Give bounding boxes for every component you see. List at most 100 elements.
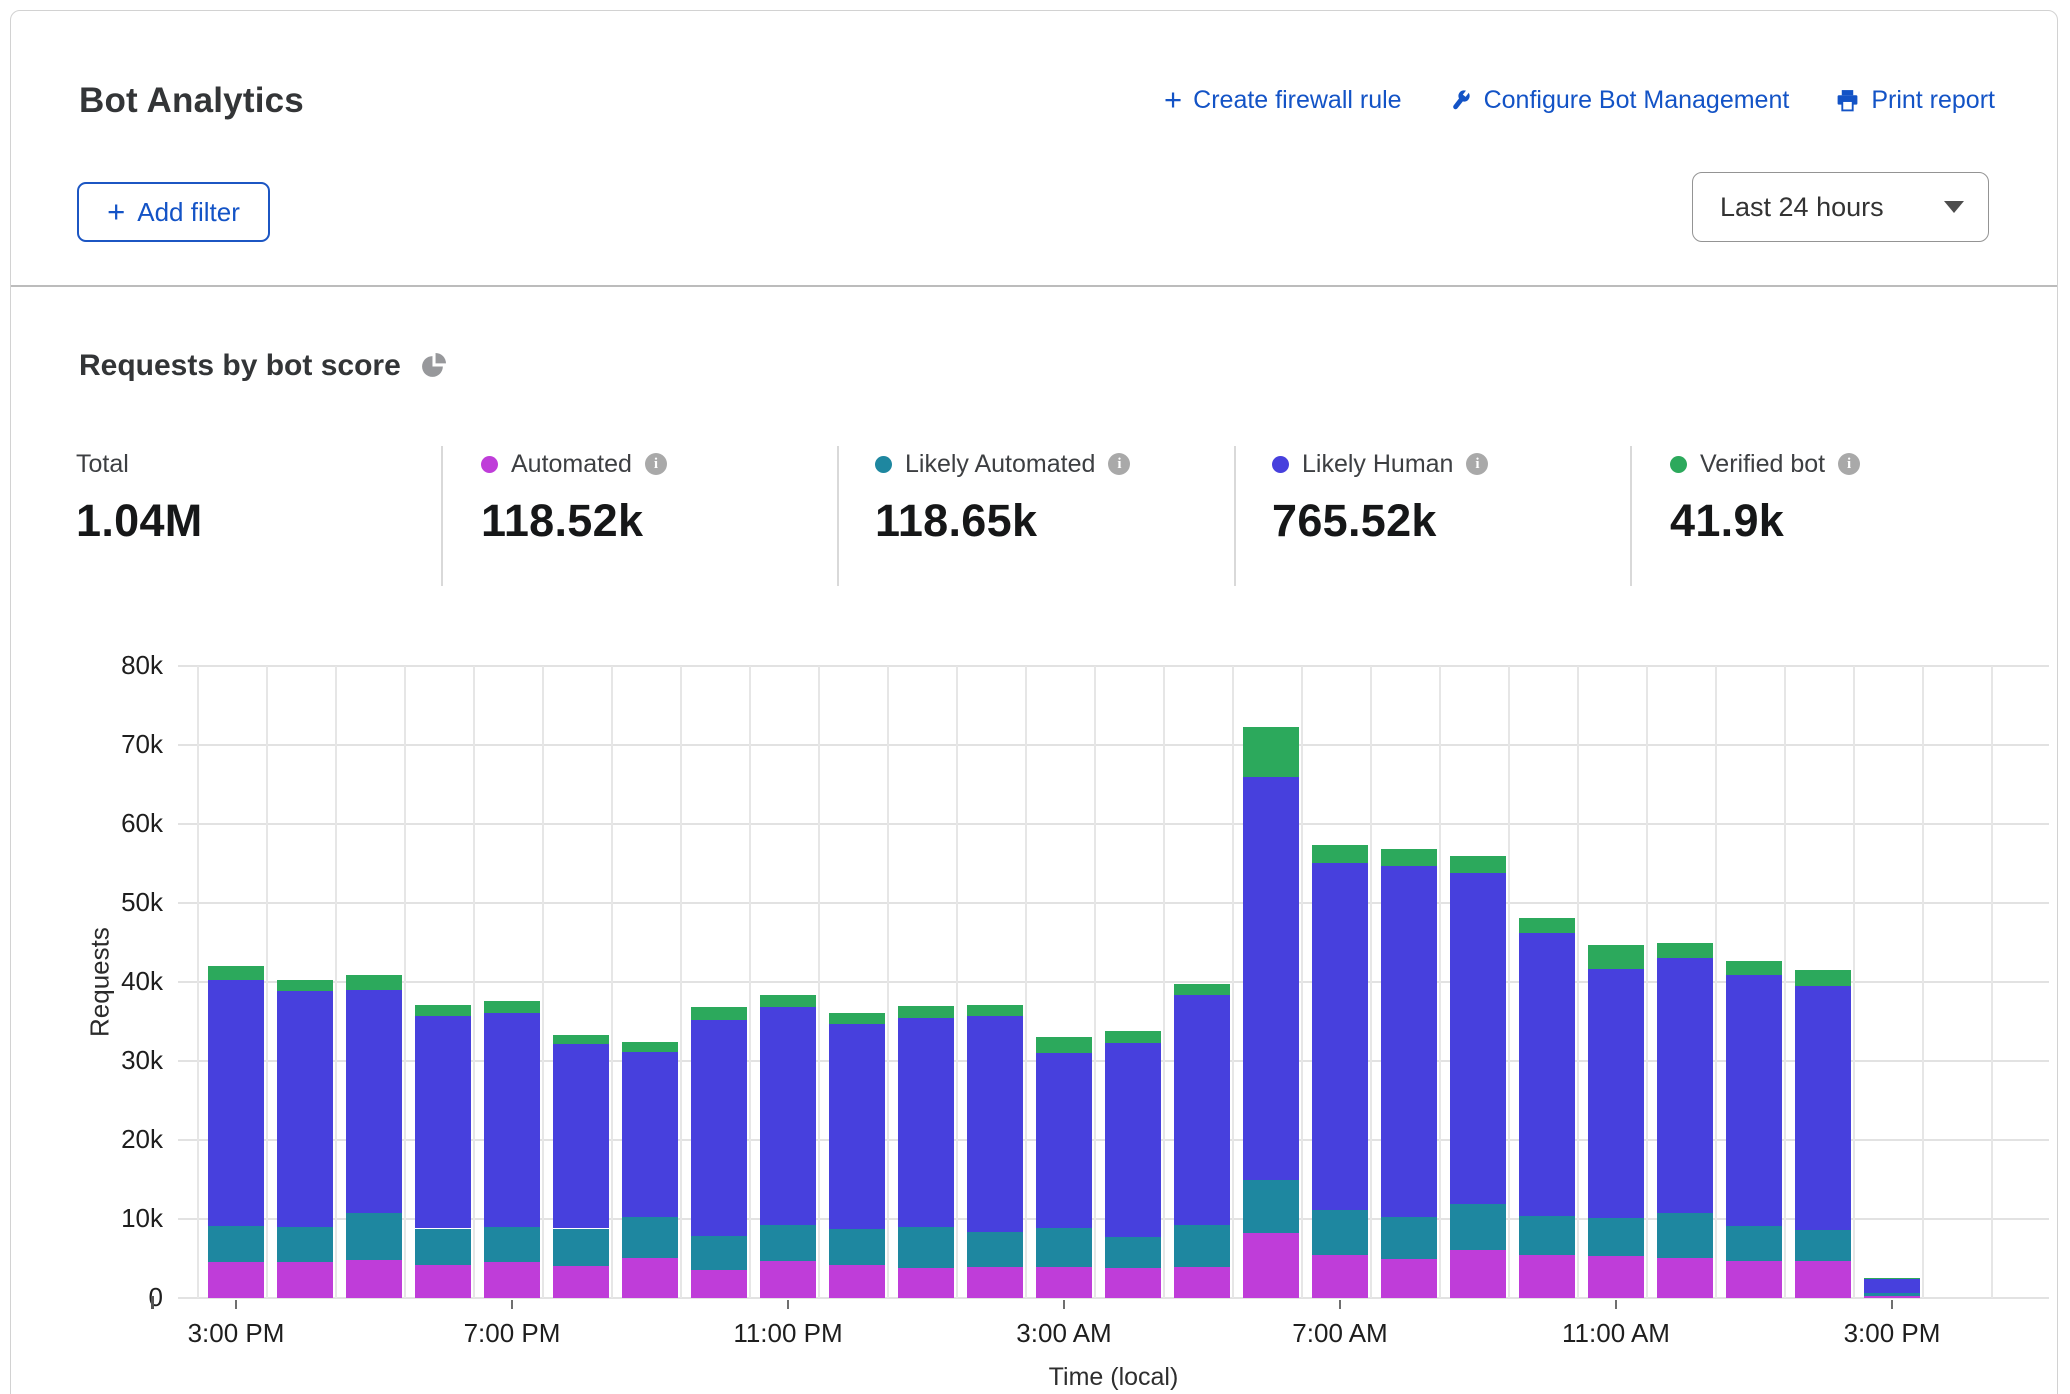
bar-segment-likely-human[interactable] bbox=[1588, 969, 1644, 1219]
configure-bot-management-link[interactable]: Configure Bot Management bbox=[1448, 86, 1790, 115]
bar-100am[interactable] bbox=[898, 1006, 954, 1298]
bar-segment-likely-human[interactable] bbox=[1795, 986, 1851, 1230]
bar-segment-automated[interactable] bbox=[760, 1261, 816, 1298]
bar-900pm[interactable] bbox=[622, 1042, 678, 1298]
bar-segment-likely-human[interactable] bbox=[967, 1016, 1023, 1232]
bar-300pm[interactable] bbox=[208, 966, 264, 1298]
info-icon[interactable]: i bbox=[1108, 453, 1130, 475]
bar-segment-automated[interactable] bbox=[1174, 1267, 1230, 1298]
bar-segment-likely-human[interactable] bbox=[760, 1007, 816, 1226]
bar-segment-likely-automated[interactable] bbox=[415, 1229, 471, 1265]
bar-segment-likely-human[interactable] bbox=[898, 1018, 954, 1227]
bar-segment-verified-bot[interactable] bbox=[1657, 943, 1713, 958]
bar-segment-automated[interactable] bbox=[1864, 1296, 1920, 1298]
bar-segment-automated[interactable] bbox=[1657, 1258, 1713, 1298]
bar-segment-likely-automated[interactable] bbox=[208, 1226, 264, 1262]
bar-segment-likely-automated[interactable] bbox=[1381, 1217, 1437, 1259]
bar-200pm[interactable] bbox=[1795, 970, 1851, 1298]
bar-segment-automated[interactable] bbox=[691, 1270, 747, 1298]
bar-segment-likely-automated[interactable] bbox=[1105, 1237, 1161, 1268]
bar-900am[interactable] bbox=[1450, 856, 1506, 1298]
bar-segment-verified-bot[interactable] bbox=[208, 966, 264, 979]
bar-segment-likely-automated[interactable] bbox=[346, 1213, 402, 1260]
bar-segment-verified-bot[interactable] bbox=[415, 1005, 471, 1016]
bar-segment-likely-automated[interactable] bbox=[1588, 1218, 1644, 1256]
bar-segment-verified-bot[interactable] bbox=[622, 1042, 678, 1052]
bar-segment-automated[interactable] bbox=[346, 1260, 402, 1298]
bar-segment-automated[interactable] bbox=[1726, 1261, 1782, 1298]
bar-segment-automated[interactable] bbox=[967, 1267, 1023, 1298]
create-firewall-rule-link[interactable]: + Create firewall rule bbox=[1164, 85, 1402, 116]
bar-segment-likely-automated[interactable] bbox=[1726, 1226, 1782, 1261]
bar-segment-likely-human[interactable] bbox=[1450, 873, 1506, 1204]
bar-400pm[interactable] bbox=[277, 980, 333, 1298]
bar-800pm[interactable] bbox=[553, 1035, 609, 1298]
bar-segment-automated[interactable] bbox=[553, 1266, 609, 1298]
bar-segment-likely-automated[interactable] bbox=[1450, 1204, 1506, 1250]
bar-segment-automated[interactable] bbox=[898, 1268, 954, 1298]
bar-segment-likely-human[interactable] bbox=[1174, 995, 1230, 1225]
bar-segment-verified-bot[interactable] bbox=[1588, 945, 1644, 969]
bar-segment-likely-human[interactable] bbox=[622, 1052, 678, 1216]
bar-segment-likely-human[interactable] bbox=[691, 1020, 747, 1236]
bar-segment-automated[interactable] bbox=[1588, 1256, 1644, 1298]
bar-segment-automated[interactable] bbox=[1450, 1250, 1506, 1298]
bar-segment-likely-human[interactable] bbox=[208, 980, 264, 1226]
bar-600am[interactable] bbox=[1243, 727, 1299, 1298]
bar-segment-likely-automated[interactable] bbox=[1312, 1210, 1368, 1255]
print-report-link[interactable]: Print report bbox=[1835, 86, 1995, 115]
bar-segment-verified-bot[interactable] bbox=[484, 1001, 540, 1013]
bar-segment-likely-human[interactable] bbox=[1243, 777, 1299, 1181]
bar-segment-likely-automated[interactable] bbox=[1036, 1228, 1092, 1268]
bar-700pm[interactable] bbox=[484, 1001, 540, 1298]
bar-segment-likely-automated[interactable] bbox=[1795, 1230, 1851, 1261]
bar-segment-likely-human[interactable] bbox=[415, 1016, 471, 1229]
bar-700am[interactable] bbox=[1312, 845, 1368, 1298]
bar-300am[interactable] bbox=[1036, 1037, 1092, 1298]
bar-segment-likely-human[interactable] bbox=[1519, 933, 1575, 1216]
bar-segment-automated[interactable] bbox=[277, 1262, 333, 1298]
bar-segment-likely-automated[interactable] bbox=[553, 1229, 609, 1266]
bar-segment-automated[interactable] bbox=[1519, 1255, 1575, 1298]
bar-segment-verified-bot[interactable] bbox=[691, 1007, 747, 1020]
time-range-select[interactable]: Last 24 hours bbox=[1692, 172, 1989, 242]
bar-segment-likely-human[interactable] bbox=[1312, 863, 1368, 1211]
bar-segment-likely-human[interactable] bbox=[1036, 1053, 1092, 1228]
bar-segment-verified-bot[interactable] bbox=[277, 980, 333, 991]
bar-segment-automated[interactable] bbox=[208, 1262, 264, 1298]
bar-segment-verified-bot[interactable] bbox=[1105, 1031, 1161, 1043]
info-icon[interactable]: i bbox=[645, 453, 667, 475]
bar-segment-verified-bot[interactable] bbox=[1519, 918, 1575, 933]
bar-segment-likely-automated[interactable] bbox=[1657, 1213, 1713, 1258]
bar-segment-likely-human[interactable] bbox=[1381, 866, 1437, 1218]
bar-segment-automated[interactable] bbox=[484, 1262, 540, 1298]
bar-100pm[interactable] bbox=[1726, 961, 1782, 1298]
bar-segment-verified-bot[interactable] bbox=[1174, 984, 1230, 995]
bar-600pm[interactable] bbox=[415, 1005, 471, 1298]
bar-segment-automated[interactable] bbox=[1036, 1267, 1092, 1298]
bar-500pm[interactable] bbox=[346, 975, 402, 1298]
bar-200am[interactable] bbox=[967, 1005, 1023, 1298]
bar-segment-automated[interactable] bbox=[1381, 1259, 1437, 1298]
bar-segment-automated[interactable] bbox=[622, 1258, 678, 1298]
bar-segment-likely-automated[interactable] bbox=[829, 1229, 885, 1265]
bar-segment-likely-automated[interactable] bbox=[1864, 1293, 1920, 1295]
bar-segment-likely-human[interactable] bbox=[829, 1024, 885, 1229]
bar-segment-likely-automated[interactable] bbox=[760, 1225, 816, 1261]
bar-segment-likely-automated[interactable] bbox=[1174, 1225, 1230, 1267]
bar-segment-likely-automated[interactable] bbox=[1243, 1180, 1299, 1233]
info-icon[interactable]: i bbox=[1466, 453, 1488, 475]
bar-segment-verified-bot[interactable] bbox=[1795, 970, 1851, 986]
bar-1000am[interactable] bbox=[1519, 918, 1575, 1298]
bar-segment-verified-bot[interactable] bbox=[967, 1005, 1023, 1016]
bar-segment-likely-automated[interactable] bbox=[691, 1236, 747, 1270]
bar-segment-verified-bot[interactable] bbox=[1381, 849, 1437, 866]
bar-segment-likely-automated[interactable] bbox=[277, 1227, 333, 1263]
bar-segment-verified-bot[interactable] bbox=[1726, 961, 1782, 975]
bar-segment-likely-human[interactable] bbox=[1657, 958, 1713, 1213]
bar-800am[interactable] bbox=[1381, 849, 1437, 1299]
bar-segment-likely-human[interactable] bbox=[484, 1013, 540, 1227]
bar-segment-likely-automated[interactable] bbox=[484, 1227, 540, 1263]
bar-1100am[interactable] bbox=[1588, 945, 1644, 1298]
bar-segment-verified-bot[interactable] bbox=[760, 995, 816, 1006]
